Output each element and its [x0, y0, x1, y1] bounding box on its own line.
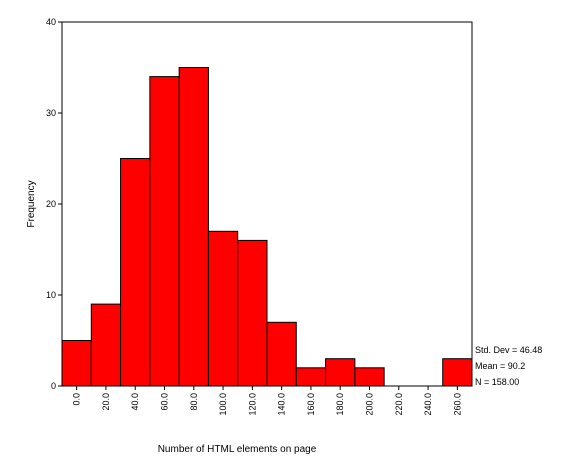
bars-group [61, 67, 473, 387]
histogram-bar [207, 230, 239, 387]
x-tick-label: 0.0 [72, 393, 82, 406]
x-tick-label: 60.0 [160, 393, 170, 411]
histogram-bar [266, 321, 297, 387]
x-tick-label: 80.0 [189, 393, 199, 411]
histogram-bar [120, 158, 151, 387]
x-tick-label: 260.0 [452, 393, 462, 416]
histogram-bar [295, 367, 327, 387]
x-tick-label: 200.0 [365, 393, 375, 416]
y-tick-label: 20 [46, 199, 56, 209]
histogram-bar [90, 303, 122, 387]
histogram-bar [354, 367, 385, 387]
x-tick-label: 140.0 [277, 393, 287, 416]
x-axis-title: Number of HTML elements on page [158, 444, 317, 455]
histogram-bar [237, 239, 268, 387]
x-tick-label: 20.0 [101, 393, 111, 411]
x-tick-label: 120.0 [247, 393, 257, 416]
x-tick-label: 240.0 [423, 393, 433, 416]
stat-mean: Mean = 90.2 [475, 361, 525, 371]
histogram-bar [442, 358, 473, 387]
histogram-bar [325, 358, 356, 387]
stat-n: N = 158.00 [475, 377, 519, 387]
y-tick-label: 30 [46, 108, 56, 118]
y-tick-label: 40 [46, 17, 56, 27]
y-axis-ticks: 0 10 20 30 40 [46, 17, 62, 391]
histogram-bar [149, 76, 180, 387]
stats-box: Std. Dev = 46.48 Mean = 90.2 N = 158.00 [475, 345, 542, 387]
x-axis-ticks: 0.0 20.0 40.0 60.0 80.0 100.0 120.0 140.0 160.0 1… [72, 386, 462, 416]
y-axis-title: Frequency [26, 180, 37, 227]
stat-std-dev: Std. Dev = 46.48 [475, 345, 542, 355]
x-tick-label: 40.0 [130, 393, 140, 411]
histogram-bar [61, 340, 92, 387]
x-tick-label: 220.0 [394, 393, 404, 416]
histogram-bar [178, 67, 209, 387]
y-tick-label: 10 [46, 290, 56, 300]
x-tick-label: 180.0 [335, 393, 345, 416]
x-tick-label: 160.0 [306, 393, 316, 416]
x-tick-label: 100.0 [218, 393, 228, 416]
y-tick-label: 0 [51, 381, 56, 391]
